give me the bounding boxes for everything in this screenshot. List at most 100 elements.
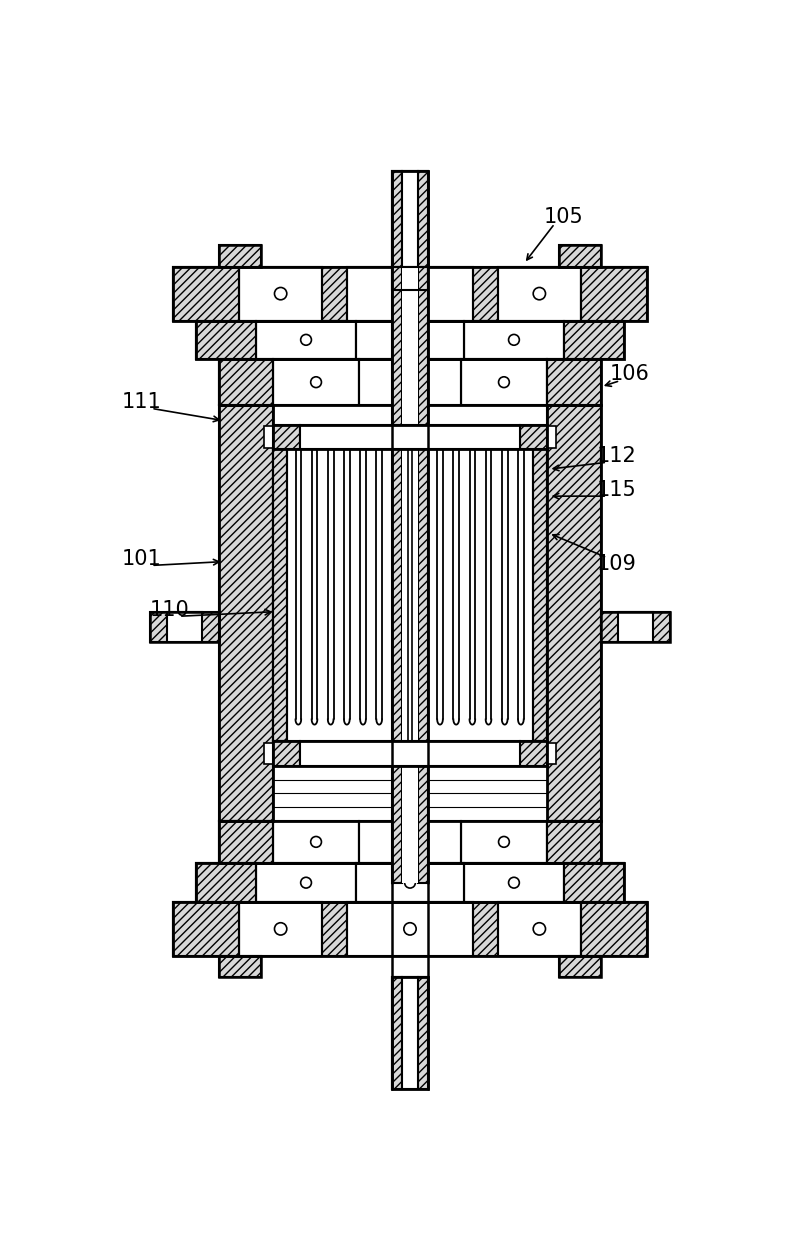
Bar: [347, 267, 473, 320]
Text: 106: 106: [610, 364, 650, 384]
Bar: [559, 246, 601, 267]
Bar: [547, 742, 556, 764]
Text: 111: 111: [122, 393, 162, 413]
Bar: [547, 426, 556, 448]
Bar: [359, 821, 461, 863]
Bar: [461, 821, 547, 863]
Circle shape: [534, 923, 546, 935]
Circle shape: [310, 837, 322, 847]
Circle shape: [405, 334, 415, 345]
Bar: [559, 956, 601, 978]
Bar: [391, 171, 402, 267]
Bar: [273, 766, 547, 821]
Circle shape: [405, 878, 415, 888]
Bar: [601, 612, 670, 642]
Circle shape: [405, 377, 415, 388]
Text: 115: 115: [597, 480, 636, 500]
Bar: [391, 171, 429, 267]
Bar: [547, 821, 601, 863]
Bar: [391, 978, 429, 1089]
Bar: [196, 320, 256, 359]
Bar: [219, 246, 261, 267]
Bar: [150, 612, 219, 642]
Circle shape: [274, 923, 287, 935]
Bar: [547, 405, 601, 821]
Bar: [219, 246, 261, 267]
Text: 109: 109: [597, 554, 636, 574]
Bar: [418, 267, 429, 883]
Bar: [196, 320, 624, 359]
Circle shape: [310, 377, 322, 388]
Bar: [404, 449, 416, 741]
Bar: [547, 405, 601, 821]
Bar: [196, 863, 256, 902]
Bar: [239, 902, 322, 956]
Circle shape: [509, 878, 519, 888]
Circle shape: [404, 288, 416, 299]
Bar: [418, 171, 429, 267]
Bar: [173, 267, 647, 320]
Bar: [273, 449, 287, 741]
Bar: [581, 902, 647, 956]
Bar: [173, 267, 239, 320]
Circle shape: [509, 334, 519, 345]
Bar: [264, 426, 273, 448]
Bar: [581, 267, 647, 320]
Circle shape: [404, 923, 416, 935]
Bar: [402, 267, 418, 883]
Bar: [534, 449, 547, 741]
Bar: [391, 978, 402, 1089]
Bar: [219, 405, 273, 821]
Bar: [391, 267, 402, 883]
Bar: [402, 978, 418, 1089]
Bar: [273, 741, 547, 766]
Text: 101: 101: [122, 549, 162, 570]
Bar: [547, 359, 601, 405]
Circle shape: [534, 288, 546, 299]
Bar: [559, 246, 601, 267]
Circle shape: [301, 334, 311, 345]
Bar: [520, 424, 547, 449]
Bar: [273, 405, 547, 821]
Bar: [173, 902, 647, 956]
Bar: [391, 171, 429, 267]
Bar: [534, 449, 547, 741]
Bar: [402, 171, 418, 267]
Bar: [219, 821, 601, 863]
Bar: [391, 171, 429, 267]
Circle shape: [274, 288, 287, 299]
Bar: [347, 902, 473, 956]
Bar: [356, 320, 464, 359]
Bar: [219, 359, 601, 405]
Bar: [173, 902, 647, 956]
Bar: [219, 359, 601, 405]
Bar: [564, 863, 624, 902]
Bar: [391, 978, 429, 1089]
Text: 105: 105: [544, 207, 584, 227]
Bar: [219, 359, 273, 405]
Bar: [391, 267, 429, 289]
Bar: [300, 424, 520, 449]
Bar: [264, 742, 273, 764]
Bar: [559, 956, 601, 978]
Bar: [273, 449, 287, 741]
Bar: [256, 320, 356, 359]
Bar: [273, 424, 300, 449]
Bar: [196, 863, 624, 902]
Circle shape: [498, 377, 510, 388]
Bar: [464, 863, 564, 902]
Bar: [173, 267, 647, 320]
Text: 112: 112: [597, 446, 636, 466]
Bar: [273, 821, 359, 863]
Bar: [219, 821, 273, 863]
Bar: [498, 267, 581, 320]
Bar: [273, 741, 300, 766]
Bar: [273, 424, 547, 449]
Bar: [359, 359, 461, 405]
Bar: [520, 741, 547, 766]
Bar: [256, 863, 356, 902]
Bar: [300, 741, 520, 766]
Bar: [287, 449, 534, 741]
Bar: [166, 612, 202, 642]
Bar: [196, 320, 624, 359]
